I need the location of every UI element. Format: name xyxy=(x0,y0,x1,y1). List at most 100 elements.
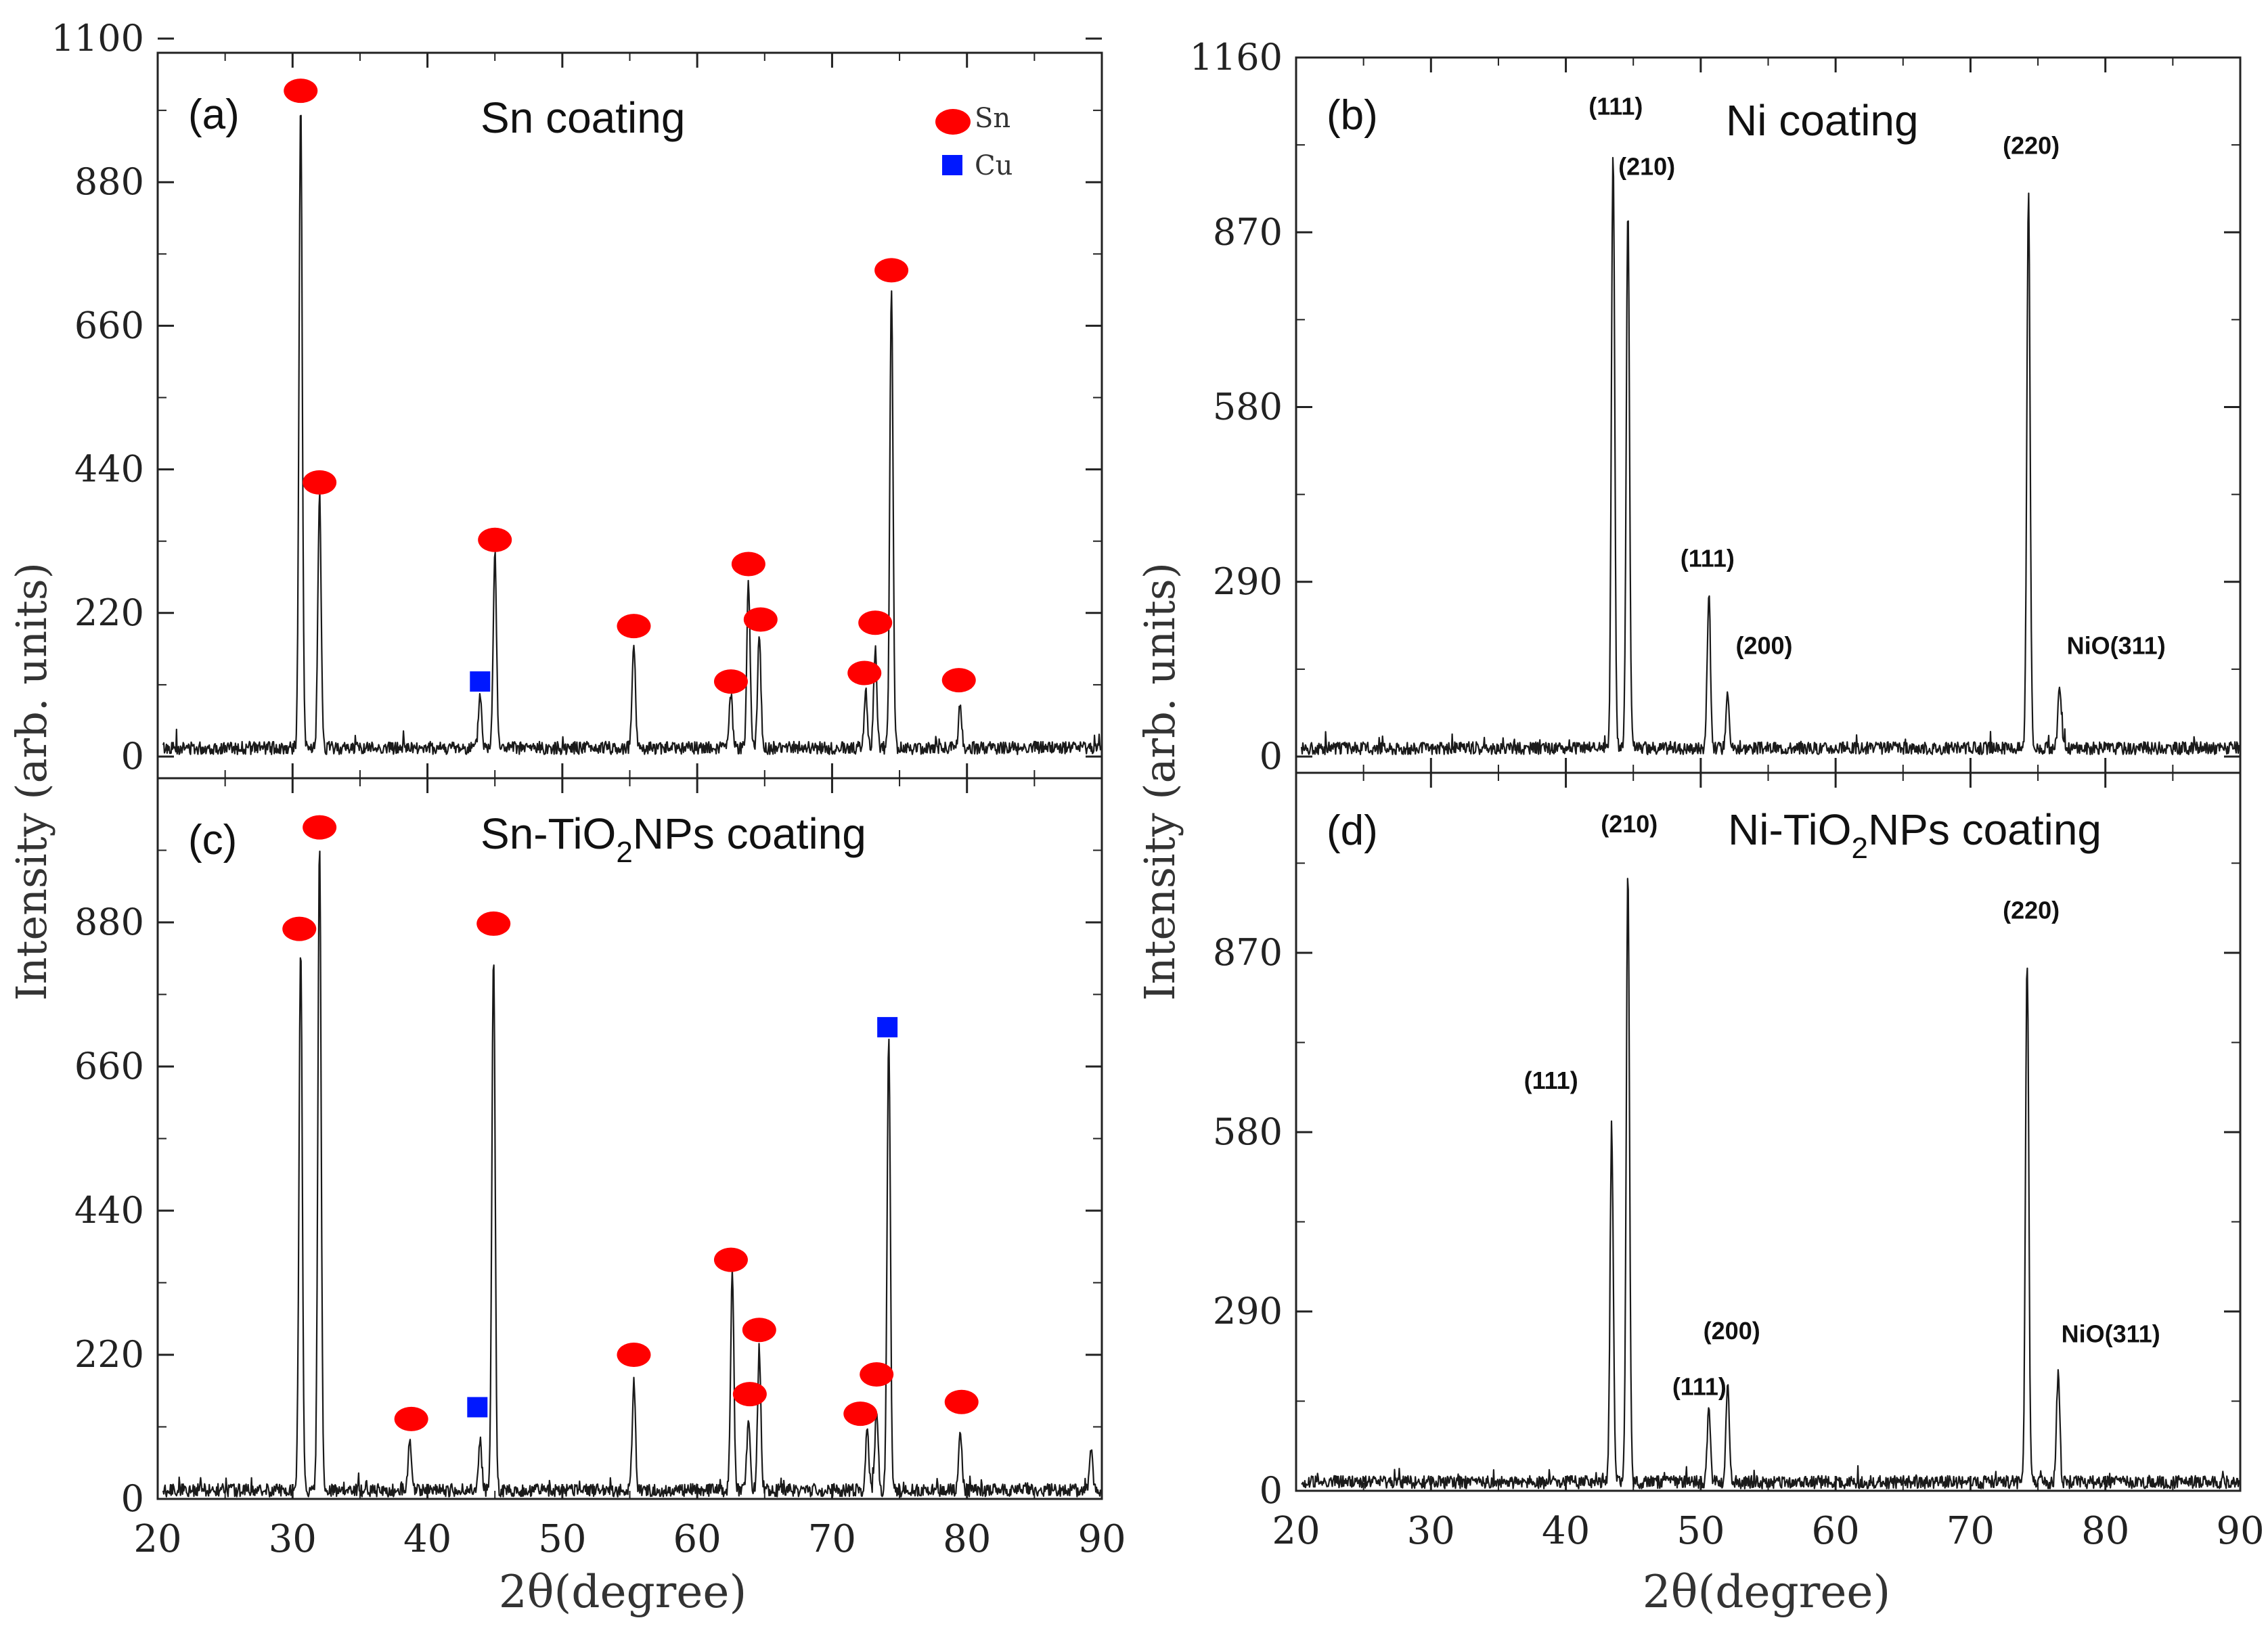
y-axis-title-left: Intensity (arb. units) xyxy=(7,562,56,1001)
peak-label: (200) xyxy=(1735,632,1792,660)
sn-peak-marker xyxy=(843,1401,878,1427)
sn-peak-marker xyxy=(742,1318,776,1343)
y-tick-label: 660 xyxy=(74,304,144,346)
y-tick-label: 0 xyxy=(1260,1469,1283,1512)
peak-label: (111) xyxy=(1524,1067,1578,1094)
y-tick-label: 0 xyxy=(1260,735,1283,778)
panel-title-end: NPs coating xyxy=(633,809,866,858)
y-tick-label: 870 xyxy=(1213,931,1283,974)
sn-peak-marker xyxy=(284,78,318,104)
y-tick-label: 220 xyxy=(74,1333,144,1376)
peak-label: (220) xyxy=(2003,897,2060,924)
panel-title: Sn coating xyxy=(481,93,685,142)
panel-title-subscript: 2 xyxy=(616,836,632,869)
x-tick-label: 30 xyxy=(269,1517,317,1561)
peak-label: (111) xyxy=(1588,93,1643,120)
sn-peak-marker xyxy=(394,1406,428,1431)
cu-peak-marker xyxy=(877,1016,898,1037)
x-axis-title-left: 2θ(degree) xyxy=(499,1566,747,1618)
legend-sn-marker xyxy=(935,109,971,135)
peak-label: NiO(311) xyxy=(2067,632,2166,660)
sn-peak-marker xyxy=(731,552,765,577)
sn-peak-marker xyxy=(476,911,511,936)
series-line xyxy=(1301,878,2240,1489)
sn-peak-marker xyxy=(743,607,778,632)
legend-cu-marker xyxy=(942,155,962,175)
y-tick-label: 870 xyxy=(1213,210,1283,253)
y-tick-label: 220 xyxy=(74,591,144,634)
panel-title-end: NPs coating xyxy=(1868,805,2102,854)
x-tick-label: 60 xyxy=(1812,1509,1860,1553)
y-tick-label: 0 xyxy=(121,735,144,778)
sn-peak-marker xyxy=(282,916,317,941)
y-tick-label: 290 xyxy=(1213,560,1283,603)
x-tick-label: 70 xyxy=(1947,1509,1995,1553)
y-tick-label: 0 xyxy=(121,1477,144,1520)
panel-c-sn-tio2nps-coating: 20 30 40 50 60 70 80 90 0 220 440 660 880 (c) Sn-TiO2N… xyxy=(74,777,1126,1561)
y-tick-label: 440 xyxy=(74,1189,144,1232)
series-line xyxy=(162,850,1102,1498)
x-tick-label: 50 xyxy=(1676,1509,1725,1553)
series-line xyxy=(1300,156,2240,756)
sn-peak-marker xyxy=(874,258,909,283)
x-tick-label: 90 xyxy=(2216,1509,2264,1553)
panel-a-sn-coating: 0 220 440 660 880 1100 (a) Sn coating xyxy=(51,17,1103,780)
panel-title: Sn-TiO2NPs coating xyxy=(481,809,866,869)
x-tick-label: 20 xyxy=(133,1517,181,1561)
sn-peak-marker xyxy=(303,470,337,495)
peak-label: (210) xyxy=(1618,153,1675,181)
cu-peak-marker xyxy=(470,671,491,692)
y-tick-label: 880 xyxy=(74,901,144,943)
sn-peak-marker xyxy=(303,815,337,840)
sn-peak-marker xyxy=(713,1247,748,1272)
y-tick-label: 880 xyxy=(74,160,144,203)
y-tick-label: 1160 xyxy=(1190,36,1283,78)
sn-peak-marker xyxy=(941,668,976,693)
sn-peak-marker xyxy=(617,1343,651,1367)
x-tick-label: 40 xyxy=(403,1517,451,1561)
panel-label: (a) xyxy=(188,91,240,138)
panel-b-ni-coating: 0 290 580 870 1160 (111) (210) (111) (200) (220) N… xyxy=(1190,36,2242,778)
panel-label: (c) xyxy=(188,817,237,863)
peak-label: (111) xyxy=(1681,544,1735,572)
peak-label: (200) xyxy=(1704,1317,1760,1345)
y-tick-label: 290 xyxy=(1213,1290,1283,1332)
panel-title-subscript: 2 xyxy=(1851,832,1867,865)
peak-label: (220) xyxy=(2003,131,2060,159)
x-tick-label: 40 xyxy=(1542,1509,1590,1553)
x-tick-label: 90 xyxy=(1077,1517,1126,1561)
sn-peak-marker xyxy=(732,1382,767,1407)
y-tick-label: 580 xyxy=(1213,386,1283,428)
series-line xyxy=(162,114,1102,755)
panel-label: (b) xyxy=(1327,92,1378,139)
sn-peak-marker xyxy=(860,1362,894,1387)
panel-title-text: Sn coating xyxy=(481,93,685,142)
sn-peak-marker xyxy=(858,610,893,635)
y-tick-label: 660 xyxy=(74,1045,144,1087)
peak-label: NiO(311) xyxy=(2062,1320,2160,1348)
x-tick-label: 80 xyxy=(2081,1509,2129,1553)
y-tick-label: 440 xyxy=(74,448,144,491)
x-tick-label: 30 xyxy=(1407,1509,1455,1553)
y-tick-label: 580 xyxy=(1213,1110,1283,1153)
x-tick-label: 60 xyxy=(673,1517,721,1561)
panel-label: (d) xyxy=(1327,807,1378,854)
peak-label: (111) xyxy=(1672,1372,1727,1400)
panel-title: Ni-TiO2NPs coating xyxy=(1728,805,2102,865)
cu-peak-marker xyxy=(467,1397,488,1418)
y-axis-title-right: Intensity (arb. units) xyxy=(1135,562,1184,1001)
panel-title: Ni coating xyxy=(1726,96,1919,145)
y-tick-label: 1100 xyxy=(51,17,144,60)
x-tick-label: 70 xyxy=(808,1517,856,1561)
panel-title-text: Sn-TiO xyxy=(481,809,616,858)
x-tick-label: 80 xyxy=(943,1517,991,1561)
sn-peak-marker xyxy=(478,527,512,552)
sn-peak-marker xyxy=(713,669,748,694)
legend-sn-label: Sn xyxy=(975,103,1010,134)
legend: Sn Cu xyxy=(935,103,1013,181)
legend-cu-label: Cu xyxy=(975,150,1013,181)
panel-title-text: Ni-TiO xyxy=(1728,805,1851,854)
sn-peak-marker xyxy=(617,614,651,639)
